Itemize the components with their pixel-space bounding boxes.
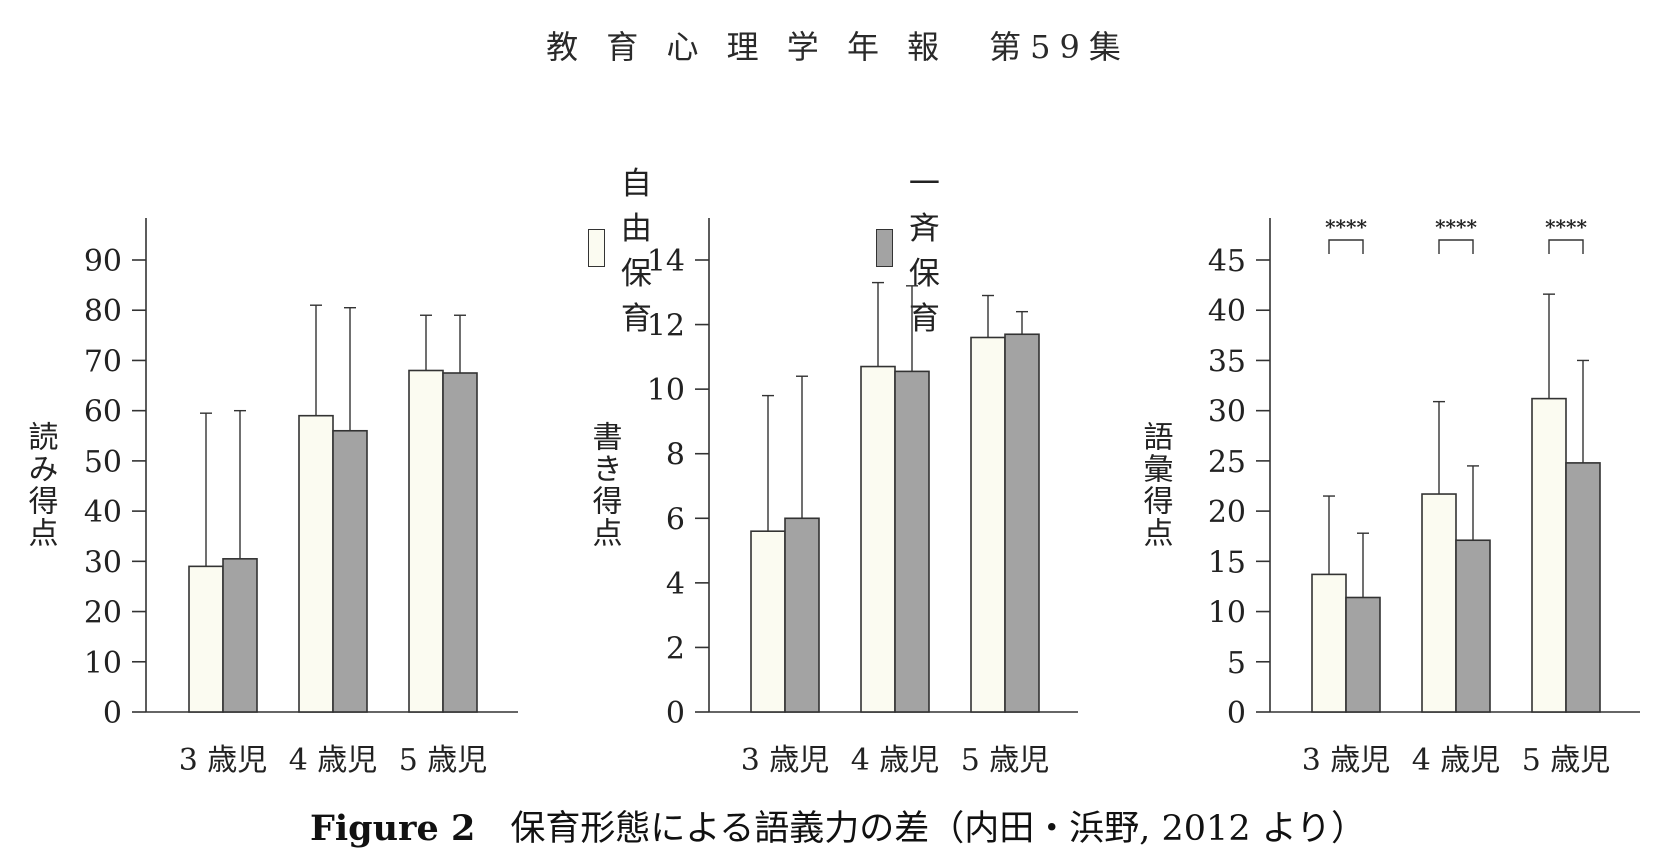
chart1-y-tick-label: 0 [103,696,122,731]
chart1-bar [298,414,334,713]
chart3-significance-bracket [1328,239,1364,254]
chart3-bar [1421,493,1457,713]
chart1-y-tick-label: 30 [84,545,122,580]
chart2-y-tick-label: 4 [666,567,685,602]
chart1-y-tick-label: 50 [84,445,122,480]
legend-swatch-group-teaching [876,229,893,267]
chart3-significance-bracket [1548,239,1584,254]
chart3-y-tick-label: 35 [1208,344,1246,379]
chart3-y-tick-label: 25 [1208,445,1246,480]
chart1-y-tick-label: 70 [84,344,122,379]
chart1-x-tick-label: 3 歳児 [179,743,268,778]
chart3-y-tick-label: 30 [1208,395,1246,430]
chart3-x-tick-label: 3 歳児 [1302,743,1391,778]
chart3-y-axis-label: 語彙得点 [1138,421,1174,549]
chart3-y-tick-label: 20 [1208,495,1246,530]
chart3-bar [1455,539,1491,713]
chart3-y-tick-label: 10 [1208,596,1246,631]
chart2-x-tick-label: 4 歳児 [851,743,940,778]
chart2-y-tick-label: 10 [647,373,685,408]
figure-caption: Figure 2 保育形態による語義力の差（内田・浜野, 2012 より） [0,800,1676,851]
chart3-y-tick-label: 15 [1208,545,1246,580]
chart2-y-tick-label: 14 [647,244,685,279]
chart3-x-tick-label: 4 歳児 [1412,743,1501,778]
chart3-significance-label: **** [1545,215,1587,239]
chart2-y-axis-label: 書き得点 [587,421,623,549]
legend-item-group-teaching: 一斉保育 [876,158,962,338]
chart1-y-tick-label: 90 [84,244,122,279]
chart1-bar [188,565,224,713]
chart2-bar [860,365,896,713]
chart1-bar [442,372,478,713]
legend-label-group-teaching: 一斉保育 [908,166,941,337]
chart2-y-tick-label: 12 [647,309,685,344]
chart3-bar [1345,596,1381,713]
chart1-x-tick-label: 5 歳児 [399,743,488,778]
chart2-x-tick-label: 3 歳児 [741,743,830,778]
chart1-x-tick-label: 4 歳児 [289,743,378,778]
chart2-bar [970,336,1006,713]
chart2-y-tick-label: 6 [666,502,685,537]
chart3-bar [1565,462,1601,713]
chart1-y-tick-label: 40 [84,495,122,530]
chart2-bar [784,517,820,713]
chart1-bar [332,429,368,713]
chart3-y-tick-label: 40 [1208,294,1246,329]
chart3-x-tick-label: 5 歳児 [1522,743,1611,778]
chart3-bar [1311,573,1347,713]
chart1-bar [408,369,444,713]
chart1-y-tick-label: 20 [84,596,122,631]
legend-swatch-free-play [588,229,605,267]
figure-number: Figure 2 [309,808,476,849]
figure-caption-text: 保育形態による語義力の差（内田・浜野, 2012 より） [510,809,1367,849]
journal-volume: 第59集 [989,28,1130,66]
legend-label-free-play: 自由保育 [620,166,653,337]
chart3-y-tick-label: 0 [1227,696,1246,731]
journal-header: 教 育 心 理 学 年 報 第59集 [0,22,1676,68]
chart3-y-tick-label: 45 [1208,244,1246,279]
chart2-bar [894,370,930,713]
chart3-significance-label: **** [1325,215,1367,239]
journal-title: 教 育 心 理 学 年 報 [546,28,949,66]
chart3-significance-bracket [1438,239,1474,254]
chart2-bar [1004,333,1040,713]
chart3-bar [1531,397,1567,713]
chart3-significance-label: **** [1435,215,1477,239]
chart3-y-tick-label: 5 [1227,646,1246,681]
chart1-y-tick-label: 60 [84,395,122,430]
chart2-bar [750,530,786,713]
legend-item-free-play: 自由保育 [588,158,674,338]
chart1-y-tick-label: 80 [84,294,122,329]
chart2-x-tick-label: 5 歳児 [961,743,1050,778]
chart1-bar [222,558,258,713]
chart1-y-tick-label: 10 [84,646,122,681]
chart2-y-tick-label: 0 [666,696,685,731]
chart1-y-axis-label: 読み得点 [23,421,59,549]
chart2-y-tick-label: 2 [666,631,685,666]
chart2-y-tick-label: 8 [666,438,685,473]
